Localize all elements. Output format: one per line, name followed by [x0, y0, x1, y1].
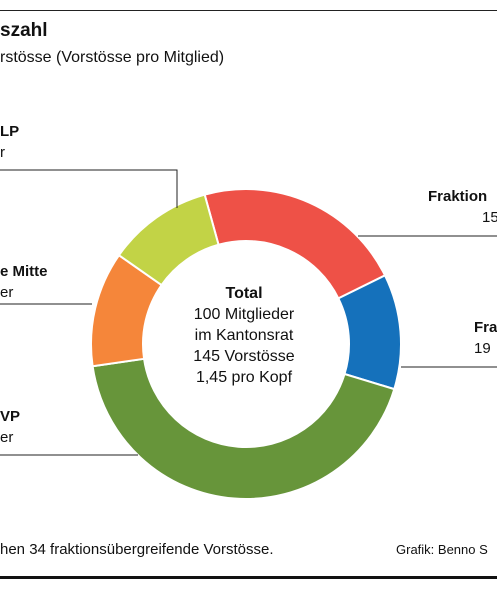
label-glp-value: r — [0, 144, 5, 161]
label-red-value: 15 — [482, 209, 497, 226]
donut-slice-4 — [117, 193, 220, 287]
label-mitte-value: er — [0, 284, 14, 301]
chart-subtitle: rstösse (Vorstösse pro Mitglied) — [0, 49, 225, 66]
label-glp: LP r — [0, 121, 19, 163]
donut-slice-0 — [203, 188, 387, 300]
label-red-name: Fraktion — [428, 188, 488, 205]
donut-slice-2 — [91, 357, 396, 500]
bottom-rule — [0, 576, 497, 579]
chart-title: szahl — [0, 20, 48, 41]
footnote: hen 34 fraktionsübergreifende Vorstösse. — [0, 541, 274, 558]
credit: Grafik: Benno S — [396, 542, 488, 557]
center-line-council: im Kantonsrat — [194, 327, 294, 344]
leader-lines — [0, 169, 497, 456]
label-mitte: e Mitte er — [0, 261, 48, 303]
leader-line-glp — [0, 169, 178, 208]
top-rule — [0, 10, 497, 11]
label-mitte-name: e Mitte — [0, 263, 48, 280]
center-title: Total — [225, 285, 263, 302]
center-line-members: 100 Mitglieder — [193, 306, 295, 323]
label-svp: VP er — [0, 406, 20, 448]
donut-center-text: Total 100 Mitglieder im Kantonsrat 145 V… — [162, 283, 326, 388]
center-line-per-head: 1,45 pro Kopf — [195, 369, 293, 386]
label-svp-value: er — [0, 429, 14, 446]
label-blue-value: 19 — [474, 340, 491, 357]
center-line-motions: 145 Vorstösse — [193, 348, 295, 365]
label-svp-name: VP — [0, 408, 21, 425]
label-blue: Fra 19 — [474, 317, 497, 359]
label-red: Fraktion 15 — [428, 186, 497, 228]
label-glp-name: LP — [0, 123, 20, 140]
label-blue-name: Fra — [474, 319, 497, 336]
donut-slices — [90, 188, 402, 500]
